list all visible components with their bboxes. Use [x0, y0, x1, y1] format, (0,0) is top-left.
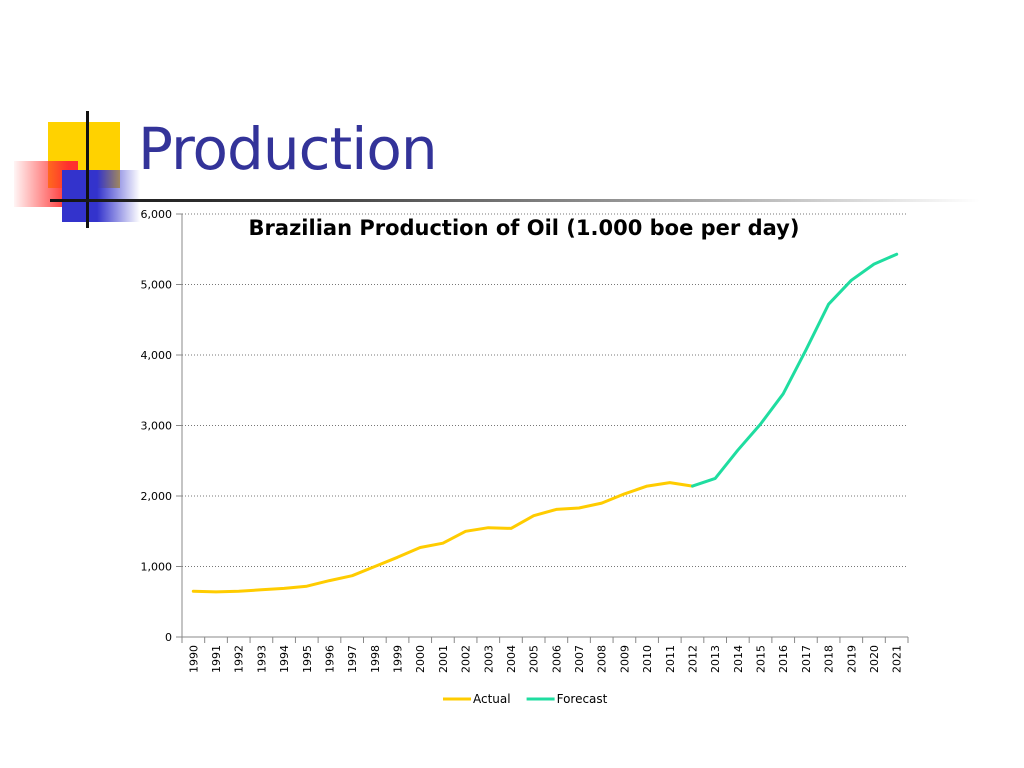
x-tick-label: 1996 — [323, 645, 336, 673]
x-tick-label: 2008 — [596, 645, 609, 673]
legend-label-forecast: Forecast — [557, 692, 608, 706]
x-tick-label: 1999 — [392, 645, 405, 673]
x-tick-label: 2016 — [777, 645, 790, 673]
x-tick-label: 1995 — [301, 645, 314, 673]
x-tick-label: 1991 — [210, 645, 223, 673]
slide-title: Production — [138, 115, 438, 183]
x-tick-label: 2003 — [482, 645, 495, 673]
y-tick-label: 2,000 — [141, 490, 173, 503]
x-tick-label: 1997 — [346, 645, 359, 673]
x-tick-label: 1990 — [187, 645, 200, 673]
series-line-forecast — [691, 252, 899, 488]
y-tick-label: 1,000 — [141, 561, 173, 574]
series-line-actual — [191, 481, 694, 594]
x-tick-labels: 1990 1991 1992 1993 1994 1995 1996 1997 1998 1999… — [187, 645, 903, 673]
x-tick-label: 2006 — [550, 645, 563, 673]
gridlines — [182, 213, 908, 567]
x-tick-label: 2021 — [891, 645, 904, 673]
chart-title: Brazilian Production of Oil (1.000 boe p… — [249, 216, 800, 240]
x-tick-label: 2005 — [528, 645, 541, 673]
x-tick-label: 2004 — [505, 645, 518, 673]
x-tick-label: 2019 — [845, 645, 858, 673]
y-tick-label: 6,000 — [141, 208, 173, 221]
x-tick-label: 2017 — [800, 645, 813, 673]
x-tick-label: 2007 — [573, 645, 586, 673]
x-tick-label: 2000 — [414, 645, 427, 673]
x-tick-label: 2015 — [755, 645, 768, 673]
x-tick-label: 2002 — [460, 645, 473, 673]
x-tick-label: 2001 — [437, 645, 450, 673]
legend-label-actual: Actual — [473, 692, 511, 706]
x-tick-label: 1992 — [233, 645, 246, 673]
x-tick-label: 2014 — [732, 645, 745, 673]
axes — [176, 213, 909, 643]
decor-vertical-line — [86, 111, 89, 228]
series-lines — [191, 252, 899, 594]
decor-blue-gradient-bar — [62, 170, 140, 222]
legend: Actual Forecast — [443, 692, 608, 706]
x-tick-label: 2012 — [686, 645, 699, 673]
x-tick-label: 2013 — [709, 645, 722, 673]
x-tick-label: 1993 — [255, 645, 268, 673]
x-tick-label: 2018 — [823, 645, 836, 673]
y-tick-label: 4,000 — [141, 349, 173, 362]
y-tick-label: 0 — [165, 631, 172, 644]
x-tick-label: 1994 — [278, 645, 291, 673]
y-tick-label: 3,000 — [141, 420, 173, 433]
x-tick-label: 1998 — [369, 645, 382, 673]
x-tick-label: 2009 — [618, 645, 631, 673]
title-underline — [50, 199, 980, 202]
x-tick-label: 2020 — [868, 645, 881, 673]
y-tick-labels: 0 1,000 2,000 3,000 4,000 5,000 6,000 — [141, 208, 173, 644]
y-tick-label: 5,000 — [141, 279, 173, 292]
x-tick-label: 2011 — [664, 645, 677, 673]
x-tick-label: 2010 — [641, 645, 654, 673]
